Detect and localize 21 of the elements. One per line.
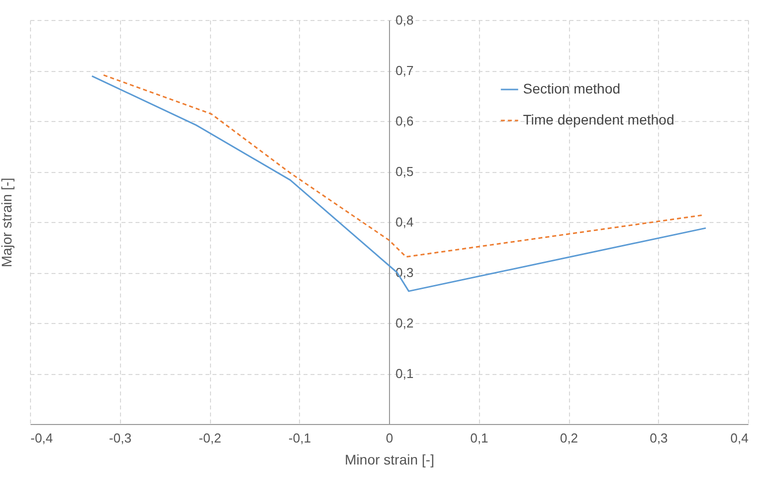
legend-label: Section method (523, 80, 620, 96)
x-tick-label: 0,4 (730, 430, 748, 446)
line-series (91, 75, 707, 292)
y-tick-label: 0,6 (396, 114, 414, 128)
y-tick-label: 0,8 (396, 12, 414, 28)
x-tick-label: -0,4 (30, 430, 53, 446)
x-tick-label: -0,3 (109, 430, 132, 446)
y-tick-label: 0,7 (396, 63, 414, 78)
x-tick-label: 0,2 (560, 430, 578, 446)
y-tick-label: 0,4 (396, 214, 414, 230)
x-tick-label: 0 (386, 430, 394, 446)
x-tick-label: -0,2 (198, 430, 222, 446)
x-tick-label: 0,3 (650, 430, 668, 446)
legend-label: Time dependent method (523, 112, 674, 128)
x-axis-title: Minor strain [-] (344, 452, 434, 468)
y-axis-title: Major strain [-] (0, 178, 14, 268)
y-tick-label: 0,2 (396, 316, 414, 330)
y-tick-label: 0,1 (396, 366, 414, 381)
x-tick-label: 0,1 (470, 430, 488, 446)
y-tick-label: 0,5 (396, 164, 414, 179)
x-tick-label: -0,1 (288, 430, 311, 446)
